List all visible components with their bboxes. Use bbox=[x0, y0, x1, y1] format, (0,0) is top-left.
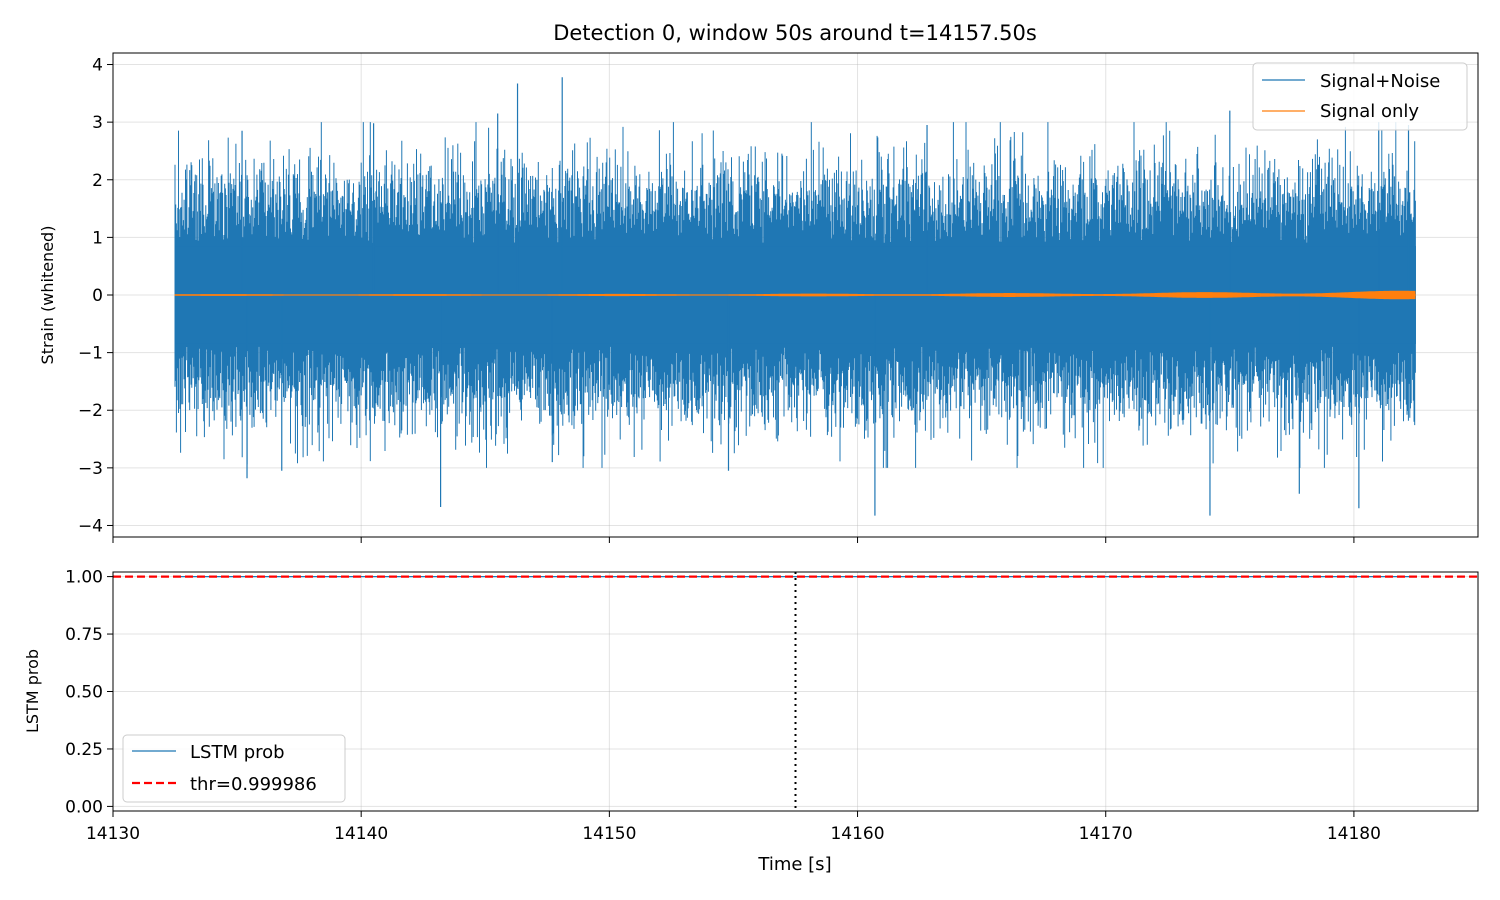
strain-y-ticks: −4 −3 −2 −1 0 1 2 3 4 bbox=[78, 56, 113, 536]
time-x-label: Time [s] bbox=[757, 854, 831, 875]
probability-y-tick-label: 0.25 bbox=[65, 740, 103, 760]
time-x-ticks: 14130 14140 14150 14160 14170 14180 bbox=[86, 811, 1381, 844]
chart-title: Detection 0, window 50s around t=14157.5… bbox=[553, 21, 1037, 45]
legend-label-lstm-prob: LSTM prob bbox=[190, 742, 285, 763]
strain-y-tick-label: −4 bbox=[78, 516, 103, 536]
time-x-tick-label: 14170 bbox=[1079, 824, 1133, 844]
time-x-tick-label: 14130 bbox=[86, 824, 140, 844]
legend-label-signal-noise: Signal+Noise bbox=[1320, 71, 1440, 92]
probability-y-tick-label: 0.00 bbox=[65, 797, 103, 817]
probability-y-tick-label: 0.75 bbox=[65, 625, 103, 645]
strain-y-tick-label: 4 bbox=[92, 56, 103, 76]
strain-y-tick-label: −3 bbox=[78, 459, 103, 479]
time-x-tick-label: 14180 bbox=[1327, 824, 1381, 844]
probability-legend-box bbox=[122, 734, 346, 803]
probability-panel: 0.00 0.25 0.50 0.75 1.00 14130 14140 14150 1416… bbox=[23, 568, 1479, 875]
strain-y-tick-label: 3 bbox=[92, 113, 103, 133]
time-x-tick-label: 14160 bbox=[830, 824, 884, 844]
strain-legend-box bbox=[1252, 62, 1468, 131]
strain-legend: Signal+Noise Signal only bbox=[1252, 62, 1468, 131]
strain-y-tick-label: 1 bbox=[92, 228, 103, 248]
legend-label-signal-only: Signal only bbox=[1320, 101, 1419, 122]
legend-label-threshold: thr=0.999986 bbox=[190, 774, 317, 795]
strain-x-ticks bbox=[112, 537, 1355, 543]
strain-y-tick-label: 0 bbox=[92, 286, 103, 306]
strain-y-tick-label: −2 bbox=[78, 401, 103, 421]
strain-y-tick-label: −1 bbox=[78, 344, 103, 364]
probability-legend: LSTM prob thr=0.999986 bbox=[122, 734, 346, 803]
probability-series bbox=[113, 572, 1478, 811]
time-x-tick-label: 14150 bbox=[582, 824, 636, 844]
probability-y-ticks: 0.00 0.25 0.50 0.75 1.00 bbox=[65, 568, 113, 817]
signal-only-series bbox=[174, 290, 1416, 300]
probability-y-label: LSTM prob bbox=[23, 649, 42, 733]
time-x-tick-label: 14140 bbox=[334, 824, 388, 844]
strain-y-tick-label: 2 bbox=[92, 171, 103, 191]
strain-y-label: Strain (whitened) bbox=[38, 226, 57, 365]
probability-y-tick-label: 0.50 bbox=[65, 683, 103, 703]
strain-panel: −4 −3 −2 −1 0 1 2 3 4 Detection 0, window 50s ar… bbox=[38, 21, 1479, 543]
probability-y-tick-label: 1.00 bbox=[65, 568, 103, 588]
